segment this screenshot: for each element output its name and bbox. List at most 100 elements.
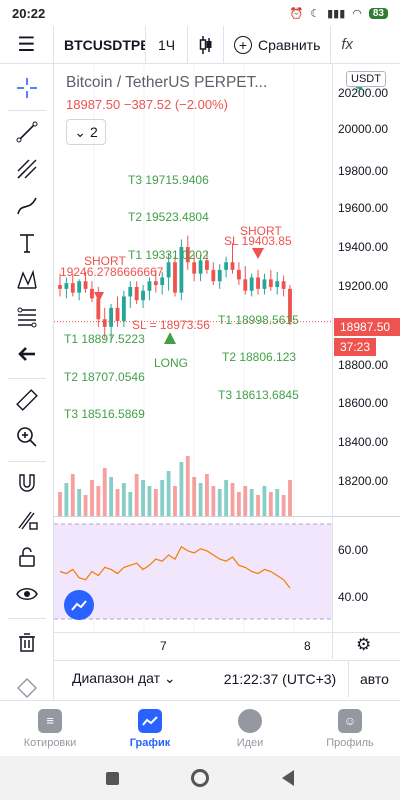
candle-body (256, 277, 260, 289)
interval-button[interactable]: 1Ч (146, 25, 188, 64)
annotation-short-left-price: 19246.2786666667 (60, 265, 164, 279)
fib-retracement-icon (17, 307, 37, 328)
date-range-button[interactable]: Диапазон дат ⌄ (54, 670, 212, 687)
trash-icon (19, 633, 35, 652)
tradingview-logo-icon[interactable] (64, 590, 94, 620)
candle-body (83, 281, 88, 289)
pattern-icon (17, 269, 37, 289)
eraser-tool[interactable] (0, 668, 54, 704)
delete-tool[interactable] (0, 624, 54, 660)
pitchfork-tool[interactable] (0, 151, 54, 187)
candle-body (249, 277, 254, 291)
annotation-t2-left: T2 18707.0546 (64, 370, 145, 384)
annotation-t1-top: T1 19331.0202 (128, 248, 209, 262)
short-signal-marker (94, 292, 104, 302)
pattern-tool[interactable] (0, 262, 54, 298)
indicators-button[interactable]: fx (341, 36, 354, 53)
volume-bar (275, 489, 280, 516)
axis-corner-divider (332, 633, 333, 659)
back-icon[interactable] (281, 770, 294, 786)
menu-icon[interactable]: ☰ (0, 25, 54, 64)
price-axis-border (332, 64, 333, 632)
annotation-t3-left: T3 18516.5869 (64, 407, 145, 421)
settings-gear-icon[interactable]: ⚙ (356, 635, 372, 654)
date-range-label: Диапазон дат (72, 670, 161, 686)
annotation-t1-right: T1 18998.5615 (218, 313, 299, 327)
short-signal-marker (252, 248, 264, 259)
top-toolbar: ☰ BTCUSDTPE 1Ч + Сравнить fx (0, 25, 400, 64)
candle-body (262, 279, 267, 289)
trend-line-icon (16, 121, 38, 143)
nav-watchlist-label: Котировки (23, 736, 77, 749)
indicators-collapse-button[interactable]: ⌄ 2 (66, 119, 106, 145)
candle-body (192, 262, 197, 274)
timezone-clock[interactable]: 21:22:37 (UTC+3) (223, 670, 337, 687)
volume-bar (192, 477, 197, 516)
volume-bar (134, 474, 139, 516)
lock-drawing-mode-tool[interactable] (0, 502, 54, 538)
trend-line-tool[interactable] (0, 114, 54, 150)
nav-chart[interactable]: График (100, 701, 200, 756)
lock-all-tool[interactable] (0, 539, 54, 575)
recent-apps-icon[interactable] (106, 771, 120, 785)
currency-badge[interactable]: USDT (346, 71, 386, 87)
volume-bar (185, 456, 190, 516)
chart-pane[interactable]: Bitcoin / TetherUS PERPET... 18987.50 −3… (54, 64, 400, 659)
candle-body (70, 283, 75, 293)
lightbulb-icon (238, 708, 262, 733)
home-icon[interactable] (191, 769, 210, 787)
wifi-icon: ◠ (352, 7, 362, 20)
zoom-in-icon (17, 427, 37, 447)
price-tick: 20200.00 (338, 86, 389, 100)
volume-bar (90, 480, 94, 516)
ruler-icon (16, 389, 38, 411)
price-tick: 19400.00 (338, 240, 389, 254)
symbol-search-button[interactable]: BTCUSDTPE (54, 25, 146, 64)
candle-body (288, 288, 292, 322)
candle-body (128, 286, 133, 297)
smiley-icon: ☺ (338, 708, 362, 733)
annotation-t1-left: T1 18897.5223 (64, 332, 145, 346)
magnet-tool[interactable] (0, 465, 54, 501)
chart-type-button[interactable] (188, 25, 224, 64)
nav-ideas[interactable]: Идеи (200, 701, 300, 756)
annotation-short-left: SHORT (84, 254, 126, 268)
nav-ideas-label: Идеи (236, 736, 264, 749)
volume-bar (70, 474, 75, 516)
volume-bar (268, 492, 273, 516)
compare-button[interactable]: + Сравнить (224, 25, 332, 64)
volume-bar (96, 486, 101, 516)
fib-tool[interactable] (0, 299, 54, 335)
candle-body (268, 279, 273, 287)
annotation-t2-right: T2 18806.123 (222, 350, 297, 364)
time-axis[interactable]: 7 8 ⚙ (54, 632, 400, 659)
candle-body (281, 281, 286, 289)
annotation-t2-top: T2 19523.4804 (128, 210, 209, 224)
text-tool[interactable] (0, 225, 54, 261)
nav-profile[interactable]: ☺ Профиль (300, 701, 400, 756)
brush-tool[interactable] (0, 188, 54, 224)
crosshair-tool[interactable] (0, 70, 54, 106)
volume-bar (217, 489, 222, 516)
nav-watchlist[interactable]: ≡ Котировки (0, 701, 100, 756)
annotation-sl-left: SL = 18973.56 (132, 318, 210, 332)
auto-scale-button[interactable]: авто (348, 660, 400, 697)
ruler-tool[interactable] (0, 382, 54, 418)
candle-body (109, 307, 114, 327)
symbol-legend-title[interactable]: Bitcoin / TetherUS PERPET... (66, 74, 268, 91)
price-chart-svg (54, 64, 332, 632)
candle-body (153, 281, 158, 286)
system-navigation-bar (0, 756, 400, 800)
pane-separator[interactable] (54, 516, 400, 517)
status-time: 20:22 (12, 5, 46, 21)
time-tick: 8 (304, 639, 311, 653)
volume-bar (141, 480, 145, 516)
hide-toolbar-tool[interactable] (0, 336, 54, 372)
status-bar: 20:22 ⏰ ☾ ▮▮▮ ◠ 83 (0, 0, 400, 26)
time-tick: 7 (160, 639, 167, 653)
volume-bar (147, 486, 152, 516)
zoom-tool[interactable] (0, 419, 54, 455)
candle-body (211, 269, 216, 282)
date-range-bar: Диапазон дат ⌄ 21:22:37 (UTC+3) авто (54, 660, 400, 697)
visibility-tool[interactable] (0, 576, 54, 612)
